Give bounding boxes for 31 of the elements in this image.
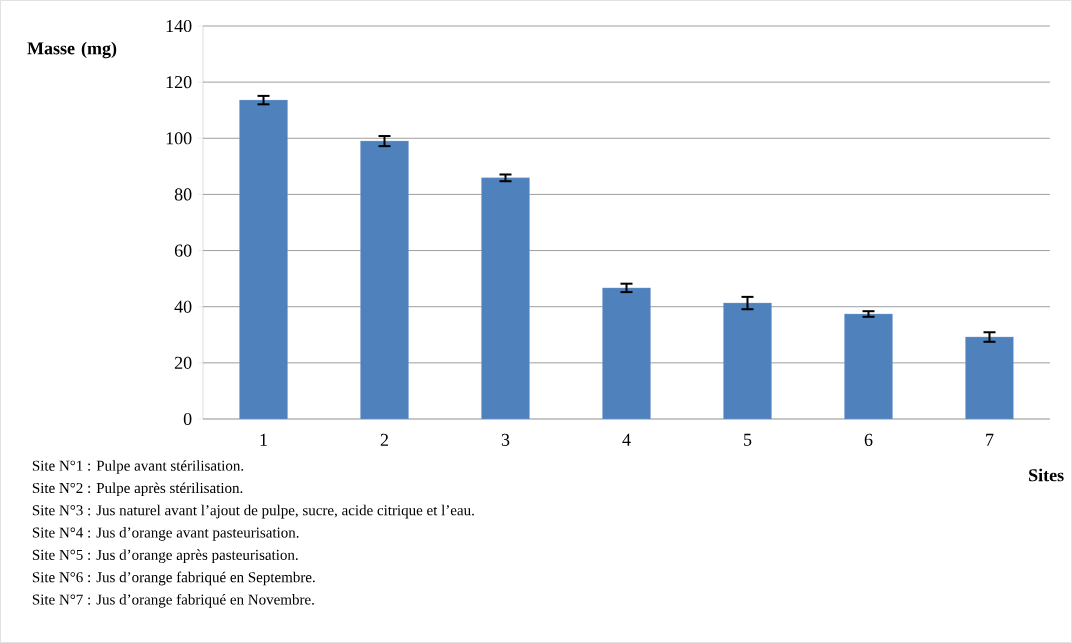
bar — [844, 313, 893, 419]
x-tick-label: 1 — [260, 433, 267, 446]
bar — [602, 287, 651, 419]
x-axis-title: Sites — [1029, 468, 1064, 482]
y-tick-label: 140 — [166, 19, 192, 33]
y-tick-label: 100 — [166, 132, 192, 145]
y-tick-label: 20 — [174, 356, 192, 369]
bar — [239, 99, 288, 419]
bar — [481, 177, 530, 419]
text: Site N°6 : Jus d’orange fabriqué en Septembre. — [32, 571, 315, 586]
x-tick-label: 3 — [501, 433, 510, 446]
text: Site N°4 : Jus d’orange avant pasteurisation. — [32, 527, 299, 541]
bar — [360, 140, 409, 419]
y-axis-title: Masse (mg) — [27, 41, 117, 59]
y-tick-label: 80 — [174, 188, 192, 201]
text: Site N°3 : Jus naturel avant l’ajout de pulpe, sucre, acide citrique et l’eau. — [32, 504, 474, 519]
bar — [965, 336, 1014, 419]
bar — [723, 302, 772, 419]
text: Site N°1 : Pulpe avant stérilisation. — [32, 460, 244, 474]
y-tick-label: 40 — [174, 300, 192, 313]
y-tick-label: 120 — [166, 76, 192, 89]
text: Site N°2 : Pulpe après stérilisation. — [32, 482, 243, 497]
y-tick-label: 60 — [174, 244, 192, 257]
text: Site N°5 : Jus d’orange après pasteurisation. — [32, 549, 298, 564]
text: Site N°7 : Jus d’orange fabriqué en Novembre. — [32, 593, 314, 608]
x-tick-label: 4 — [622, 433, 631, 446]
x-tick-label: 5 — [744, 433, 752, 446]
x-tick-label: 2 — [380, 433, 389, 446]
y-tick-label: 0 — [183, 412, 192, 426]
x-tick-label: 6 — [864, 433, 873, 446]
x-tick-label: 7 — [986, 433, 994, 446]
